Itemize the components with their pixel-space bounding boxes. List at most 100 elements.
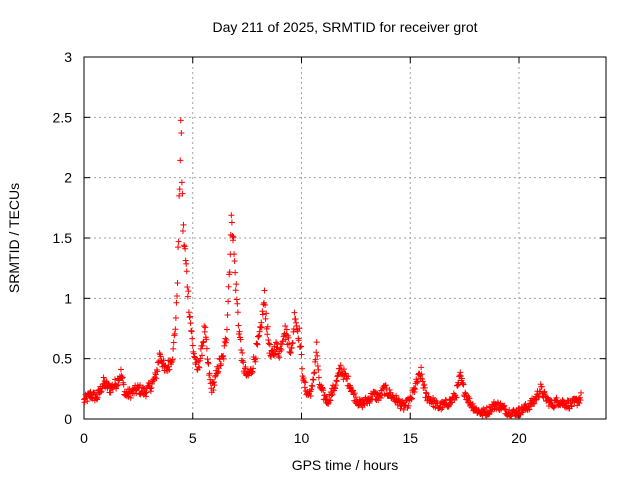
data-point (176, 192, 183, 199)
data-point (326, 396, 333, 403)
data-point (345, 373, 352, 380)
data-point (315, 374, 322, 381)
data-point (290, 328, 297, 335)
data-point (249, 368, 256, 375)
data-point (263, 310, 270, 317)
data-point (454, 382, 461, 389)
data-point (278, 346, 285, 353)
data-point (187, 313, 194, 320)
data-point (401, 401, 408, 408)
data-point (220, 355, 227, 362)
data-point (301, 378, 308, 385)
data-point (297, 343, 304, 350)
data-point (494, 399, 501, 406)
data-point (386, 386, 393, 393)
data-point (277, 345, 284, 352)
data-point (232, 287, 239, 294)
data-point (218, 361, 225, 368)
data-point (190, 350, 197, 357)
data-point (147, 385, 154, 392)
data-point (187, 320, 194, 327)
data-point (342, 370, 348, 377)
y-tick-label: 1 (64, 290, 72, 306)
data-point (269, 348, 276, 355)
data-point (228, 212, 235, 219)
data-point (84, 398, 91, 405)
data-point (176, 186, 183, 193)
data-point (314, 362, 321, 369)
data-point (229, 237, 236, 244)
data-point (271, 351, 278, 358)
data-point (198, 352, 205, 359)
data-point (119, 374, 126, 381)
data-point (538, 383, 545, 390)
data-point (301, 384, 308, 391)
data-point (568, 402, 575, 409)
data-point (443, 397, 450, 404)
data-point (366, 399, 373, 406)
data-point (238, 346, 245, 353)
x-tick-label: 15 (402, 430, 418, 446)
data-point (210, 379, 217, 386)
x-tick-label: 10 (294, 430, 310, 446)
data-point (407, 394, 414, 401)
data-point (542, 390, 549, 397)
data-point (98, 388, 105, 395)
data-point (231, 258, 238, 265)
data-point (253, 340, 260, 347)
data-point (287, 349, 294, 356)
data-point (344, 375, 351, 382)
data-point (255, 333, 262, 340)
data-point (266, 341, 273, 348)
data-point (332, 382, 339, 389)
data-point (347, 384, 354, 391)
data-point (293, 319, 300, 326)
data-point (412, 385, 419, 392)
data-point (466, 395, 473, 402)
data-point (115, 381, 122, 388)
data-point (313, 349, 320, 356)
data-point (408, 396, 415, 403)
data-point (258, 319, 265, 326)
data-point (252, 355, 259, 362)
data-point (285, 340, 292, 347)
data-point (240, 359, 247, 366)
data-point (97, 389, 104, 396)
data-point (242, 364, 249, 371)
data-point (577, 389, 584, 396)
data-point (223, 337, 230, 344)
data-point (456, 372, 463, 379)
data-point (399, 397, 406, 404)
data-point (319, 384, 326, 391)
data-point (189, 335, 196, 342)
data-point (234, 309, 241, 316)
data-point (550, 404, 557, 411)
data-point (200, 339, 207, 346)
data-point (94, 394, 101, 401)
x-axis-label: GPS time / hours (292, 457, 399, 473)
data-point (179, 228, 186, 235)
data-point (400, 406, 407, 413)
tick-labels: 0 0.5 1 1.5 2 2.5 3 0 5 10 15 20 (53, 49, 527, 446)
data-point (329, 391, 336, 398)
data-point (212, 373, 219, 380)
data-point (377, 394, 384, 401)
grid-lines (84, 57, 606, 419)
data-point (184, 284, 191, 291)
data-point (421, 382, 428, 389)
data-point (107, 389, 114, 396)
data-point (181, 242, 188, 249)
data-point (278, 340, 285, 347)
data-point (453, 394, 460, 401)
data-point (308, 382, 315, 389)
data-point (232, 269, 239, 276)
data-point (302, 379, 309, 386)
data-point (418, 371, 425, 378)
data-point (143, 389, 150, 396)
data-point (221, 342, 228, 349)
data-point (233, 296, 240, 303)
y-axis-label: SRMTID / TECUs (6, 183, 22, 293)
data-point (378, 392, 385, 399)
data-point (173, 299, 180, 306)
data-point (283, 326, 290, 333)
